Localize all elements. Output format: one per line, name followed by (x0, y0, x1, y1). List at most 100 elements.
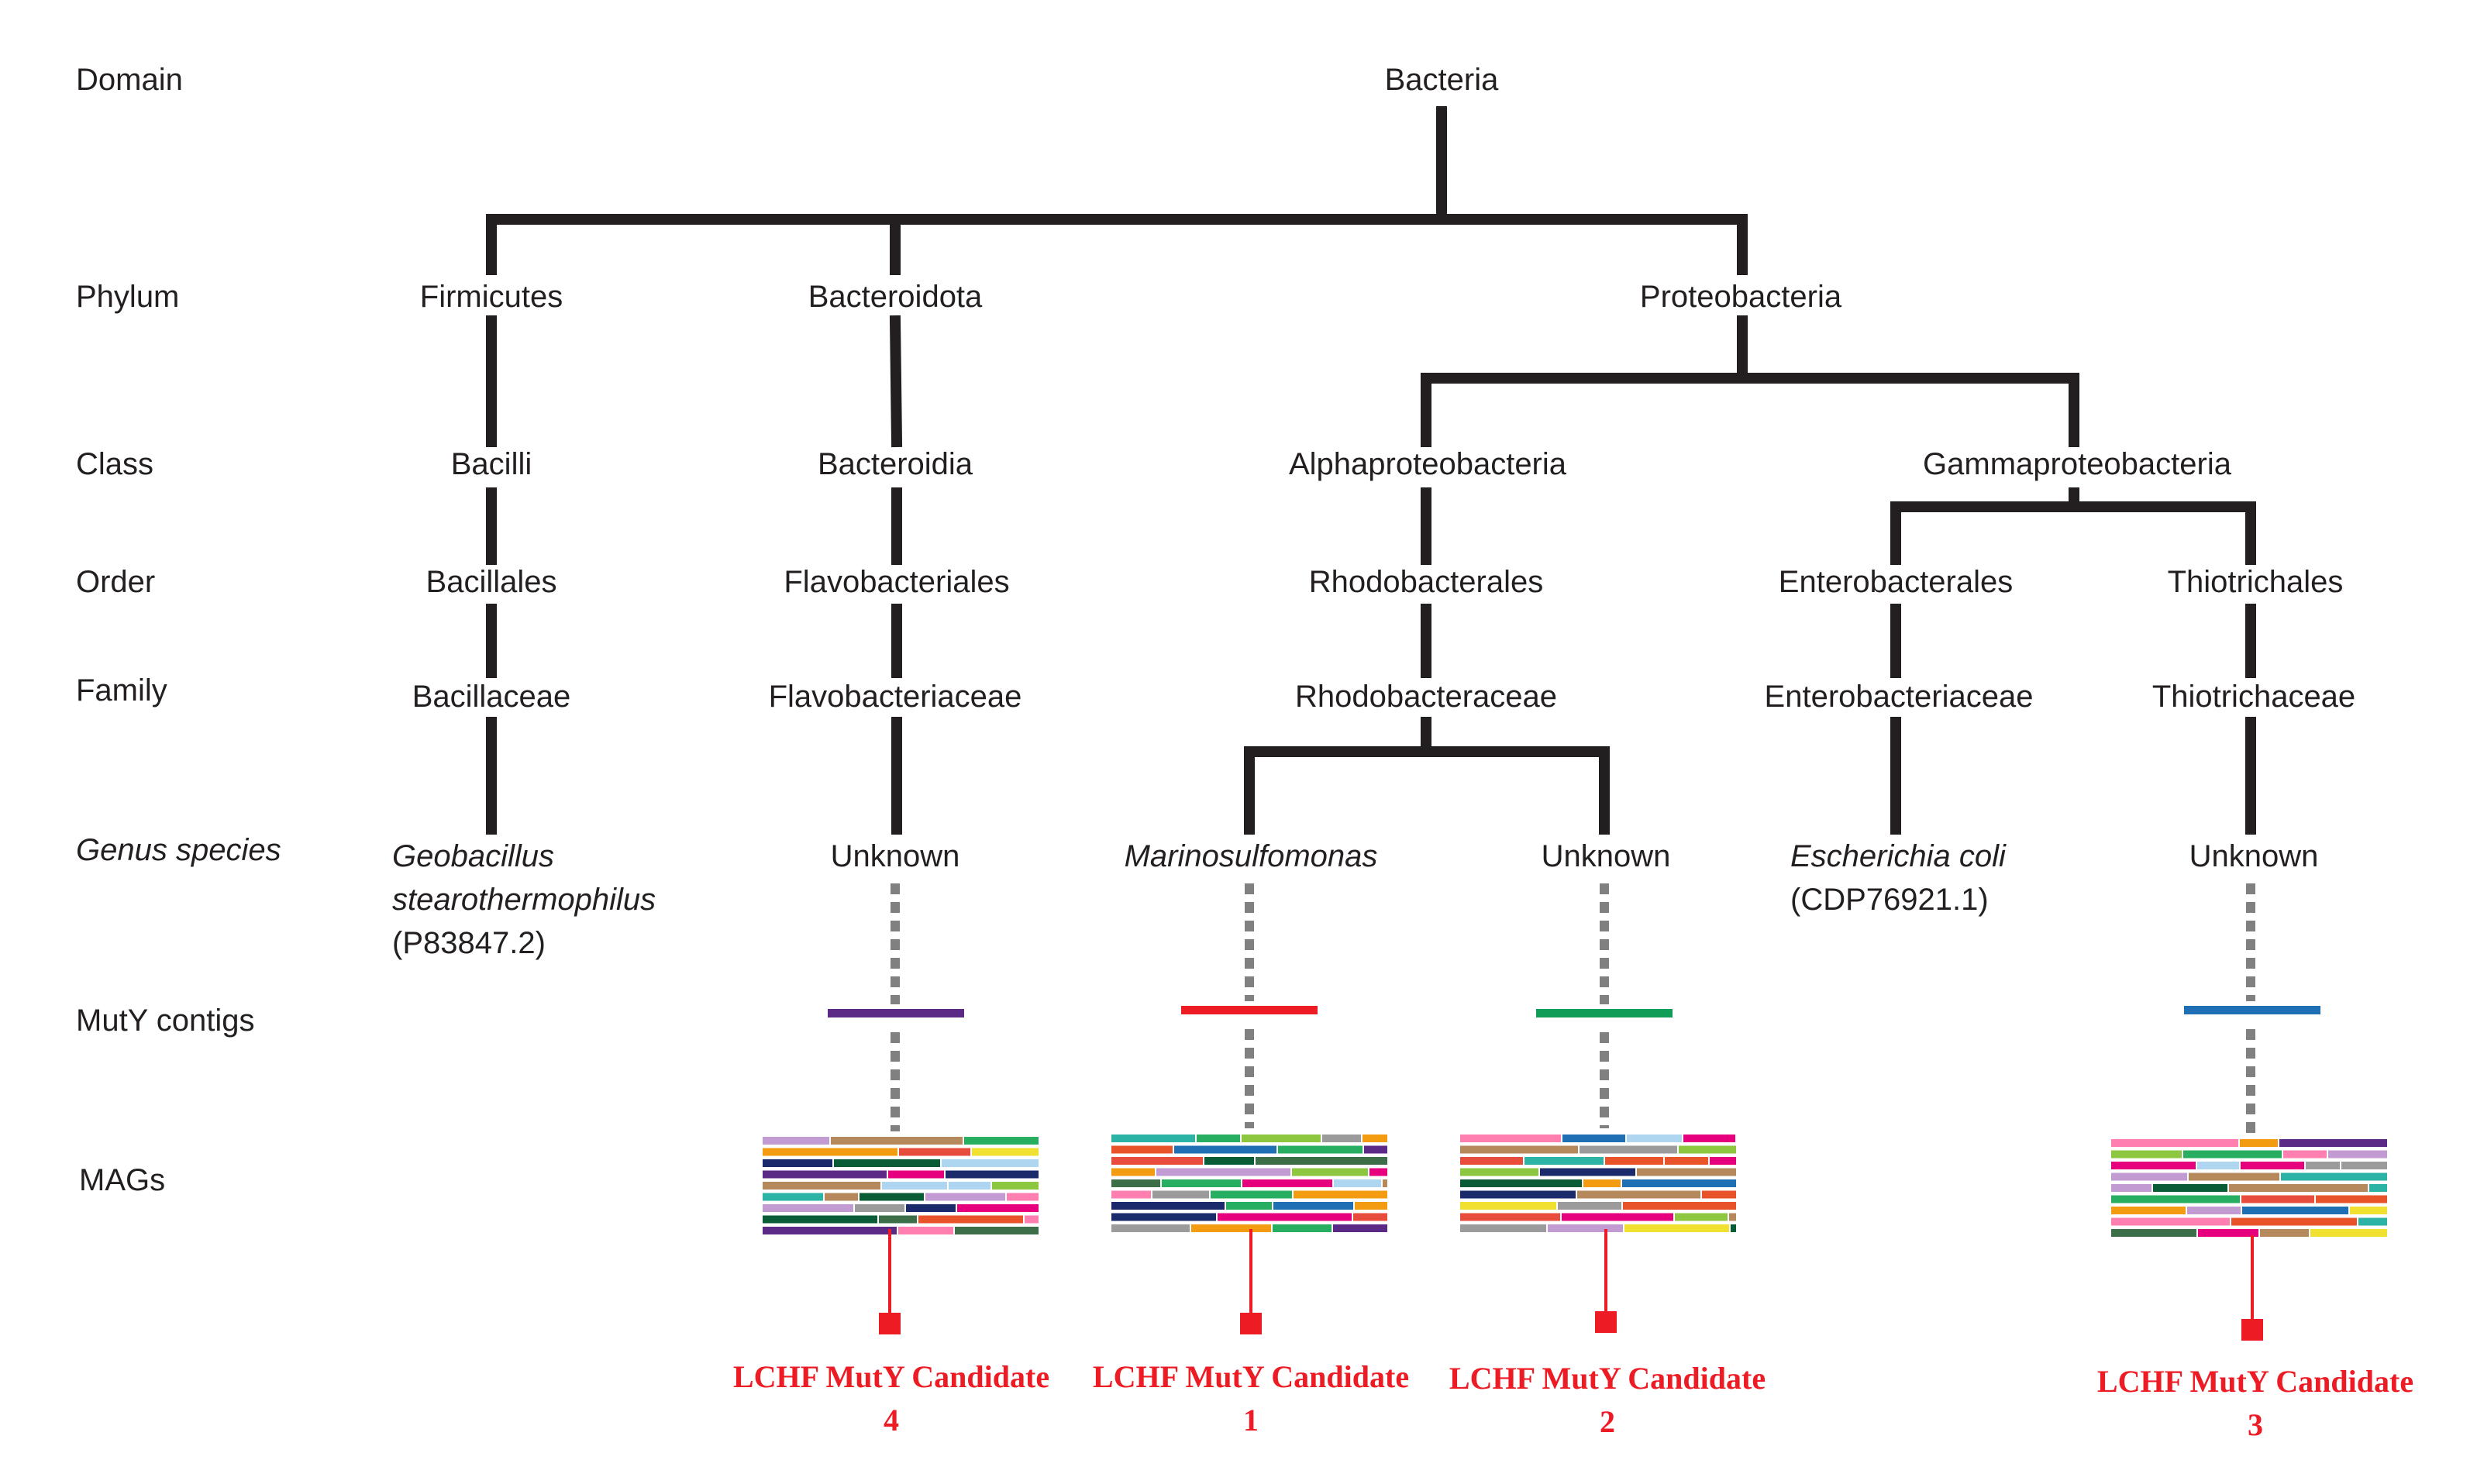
mag-segment (1460, 1213, 1560, 1221)
mag-segment (2341, 1162, 2387, 1169)
mag-segment (949, 1182, 990, 1190)
edge-bacteroidota-bacteroidia (889, 315, 903, 448)
mag-segment (831, 1137, 963, 1145)
mag-blocks (763, 1135, 2387, 1237)
candidate-labels: LCHF MutY Candidate 4 LCHF MutY Candidat… (733, 1359, 2413, 1442)
mag-segment (1460, 1145, 1578, 1154)
mag-segment (2231, 1217, 2357, 1226)
mag-segment (1622, 1179, 1736, 1187)
taxon-bacteroidia: Bacteroidia (818, 447, 973, 481)
mag-segment (2310, 1229, 2387, 1237)
mag-segment (1226, 1202, 1272, 1210)
mag-segment (1111, 1213, 1216, 1221)
mag-segment (1111, 1168, 1155, 1176)
mag-segment (2189, 1172, 2279, 1181)
mag-segment (1583, 1179, 1621, 1187)
mag-segment (1731, 1224, 1736, 1232)
mag-segment (882, 1182, 947, 1190)
mag-segment (2242, 1207, 2348, 1214)
mag-segment (1460, 1224, 1546, 1232)
taxon-thiotrichales: Thiotrichales (2168, 565, 2344, 599)
rank-phylum: Phylum (76, 280, 179, 314)
mag-segment (1111, 1202, 1225, 1210)
mag-segment (1292, 1168, 1368, 1176)
mag-segment (763, 1137, 829, 1145)
mag-segment (1702, 1190, 1736, 1199)
tree-edges (486, 106, 2256, 835)
taxon-bacteria: Bacteria (1385, 63, 1499, 97)
taxon-bacilli: Bacilli (451, 447, 532, 481)
rank-family: Family (76, 673, 167, 708)
mag-segment (1111, 1224, 1190, 1232)
mag-segment (1460, 1168, 1538, 1176)
mag-segment (860, 1193, 924, 1201)
mag-segment (1624, 1224, 1729, 1232)
mag-segment (2198, 1229, 2258, 1237)
taxon-gammaproteobacteria: Gammaproteobacteria (1923, 447, 2232, 481)
mag-segment (1460, 1190, 1576, 1199)
mag-segment (2240, 1139, 2278, 1147)
mag-segment (1152, 1190, 1209, 1199)
mag-segment (1562, 1213, 1673, 1221)
mag-segment (2197, 1162, 2239, 1169)
taxon-rhodobacterales: Rhodobacterales (1309, 565, 1543, 599)
mag-segment (955, 1227, 1039, 1234)
mag-segment (2111, 1229, 2196, 1237)
taxon-bacteroidota: Bacteroidota (808, 280, 983, 314)
mag-segment (992, 1182, 1039, 1190)
contig-rhodobacteraceae-unknown (1536, 1009, 1673, 1017)
rank-domain: Domain (76, 63, 183, 97)
taxon-firmicutes: Firmicutes (420, 280, 563, 314)
mag-segment (1211, 1190, 1292, 1199)
mag-segment (1729, 1213, 1736, 1221)
mag-segment (942, 1159, 1039, 1167)
mag-segment (879, 1215, 917, 1224)
mag-segment (1007, 1193, 1039, 1201)
mag-segment (1679, 1145, 1736, 1154)
candidate-3-label: LCHF MutY Candidate (2097, 1364, 2413, 1399)
mag-segment (918, 1215, 1023, 1224)
mag-segment (834, 1159, 940, 1167)
mag-segment (763, 1193, 823, 1201)
taxon-thiotrichaceae: Thiotrichaceae (2152, 680, 2355, 714)
mag-segment (2306, 1162, 2340, 1169)
mag-block-1 (763, 1137, 1039, 1234)
mag-segment (1558, 1202, 1621, 1210)
mag-segment (2316, 1195, 2387, 1203)
contig-thiotrichaceae (2184, 1006, 2320, 1014)
mag-segment (1627, 1135, 1682, 1142)
mag-segment (1218, 1213, 1352, 1221)
mag-segment (1355, 1202, 1387, 1210)
mag-segment (2111, 1217, 2230, 1226)
rank-class: Class (76, 447, 153, 481)
mag-segment (1460, 1179, 1582, 1187)
candidate-4-marker (879, 1313, 901, 1334)
mag-segment (1577, 1190, 1700, 1199)
mag-segment (1334, 1179, 1381, 1187)
mag-segment (763, 1215, 877, 1224)
taxon-flavobacteriaceae: Flavobacteriaceae (769, 680, 1022, 714)
taxon-alphaproteobacteria: Alphaproteobacteria (1289, 447, 1567, 481)
mag-segment (825, 1193, 858, 1201)
mag-segment (1256, 1157, 1387, 1165)
species-ecoli-accession: (CDP76921.1) (1790, 883, 1989, 917)
mag-segment (763, 1204, 853, 1212)
mag-segment (1460, 1202, 1556, 1210)
mag-segment (1623, 1202, 1736, 1210)
candidate-4-number: 4 (884, 1403, 899, 1438)
mag-segment (1278, 1145, 1363, 1154)
mag-segment (763, 1170, 887, 1179)
mag-segment (1637, 1168, 1736, 1176)
rank-order: Order (76, 565, 155, 599)
taxon-rhodobacteraceae: Rhodobacteraceae (1295, 680, 1557, 714)
mag-segment (2153, 1184, 2227, 1192)
mag-segment (2358, 1217, 2387, 1226)
species-escherichia-coli: Escherichia coli (1790, 839, 2007, 873)
taxon-flavobacteriales: Flavobacteriales (784, 565, 1009, 599)
taxon-enterobacteriaceae: Enterobacteriaceae (1765, 680, 2034, 714)
mag-segment (1580, 1145, 1677, 1154)
candidate-4-label: LCHF MutY Candidate (733, 1359, 1049, 1394)
mag-segment (763, 1227, 897, 1234)
mag-segment (1710, 1157, 1736, 1165)
mag-segment (763, 1148, 897, 1156)
